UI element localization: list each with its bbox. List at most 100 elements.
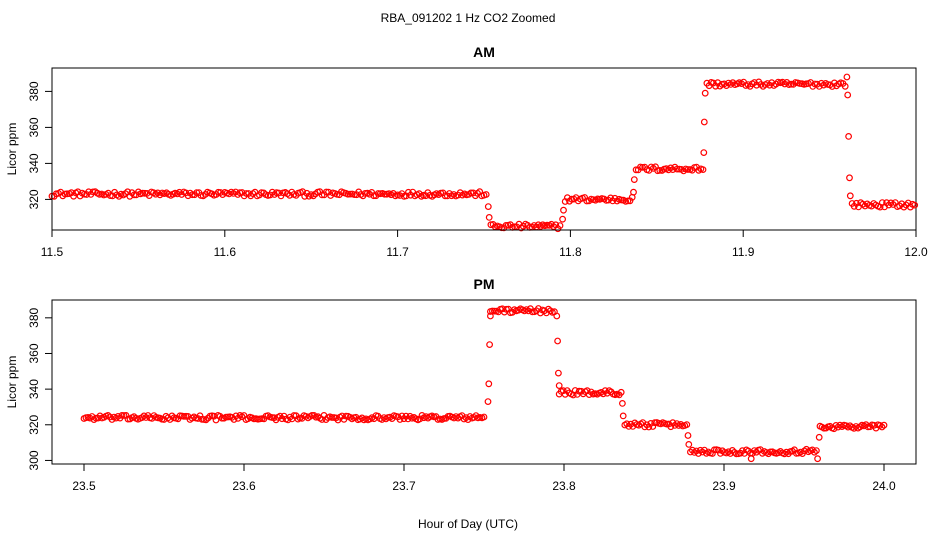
am-data-point	[568, 195, 576, 203]
am-data-point	[911, 201, 919, 209]
pm-data-point	[230, 416, 238, 423]
pm-data-point	[791, 446, 798, 454]
am-transition-point	[701, 89, 709, 97]
am-transition-point	[845, 132, 852, 140]
pm-data-point	[396, 416, 404, 423]
am-data-point	[325, 188, 332, 196]
pm-x-tick-label: 23.7	[392, 479, 416, 493]
am-plot-frame	[51, 67, 917, 231]
pm-data-point	[878, 423, 886, 431]
pm-data-point	[122, 412, 130, 419]
pm-transition-point	[685, 441, 693, 448]
pm-data-point	[641, 423, 649, 431]
pm-data-point	[559, 387, 567, 395]
am-y-tick-label: 340	[27, 153, 41, 173]
pm-transition-point	[487, 312, 494, 320]
am-data-point	[344, 190, 352, 198]
am-data-point	[322, 188, 330, 196]
pm-panel: PM Licor ppm 23.5 23.6 23.7 23.8 23.9 24.0 30…	[5, 276, 917, 493]
pm-y-tick-label: 320	[27, 414, 41, 434]
pm-transition-point	[486, 341, 494, 349]
am-panel-title: AM	[473, 44, 495, 60]
pm-transition-point	[485, 380, 493, 388]
pm-transition-point	[684, 432, 692, 439]
pm-data-point	[406, 412, 414, 420]
pm-transition-point	[553, 312, 561, 320]
am-data-point	[63, 190, 71, 198]
am-data-point	[796, 80, 804, 87]
pm-data-point	[813, 447, 820, 455]
am-data-point	[361, 189, 369, 197]
am-transition-point	[700, 149, 708, 157]
pm-plot-frame	[51, 299, 917, 465]
am-data-point	[556, 222, 564, 230]
pm-transition-point	[555, 369, 562, 377]
pm-data-point	[202, 416, 210, 424]
am-x-axis: 11.5 11.6 11.7 11.8 11.9 12.0	[41, 229, 928, 259]
pm-data-point	[166, 416, 174, 423]
am-data-point	[673, 165, 681, 173]
pm-data-point	[310, 412, 318, 419]
pm-data-point	[697, 446, 704, 454]
pm-transition-point	[554, 337, 561, 345]
am-data-point	[109, 192, 116, 200]
am-data-point	[684, 166, 692, 173]
am-transition-point	[484, 203, 492, 211]
am-y-tick-label: 320	[27, 189, 41, 209]
pm-data-point	[332, 414, 340, 422]
pm-data-points	[80, 305, 888, 463]
pm-transition-point	[814, 455, 821, 463]
am-data-point	[699, 166, 707, 174]
am-data-point	[581, 194, 589, 201]
am-transition-point	[843, 73, 851, 81]
am-data-point	[139, 189, 147, 197]
x-axis-label: Hour of Day (UTC)	[418, 517, 518, 531]
pm-transition-point	[619, 412, 627, 420]
figure-title: RBA_091202 1 Hz CO2 Zoomed	[381, 11, 556, 25]
am-y-tick-label: 380	[27, 81, 41, 101]
pm-data-point	[880, 421, 888, 429]
am-transition-point	[560, 206, 567, 214]
am-data-point	[712, 82, 719, 90]
pm-data-point	[709, 450, 716, 457]
am-transition-point	[630, 176, 638, 184]
am-transition-point	[630, 188, 637, 196]
pm-x-tick-label: 23.6	[232, 479, 256, 493]
am-y-axis: 320 340 360 380	[27, 81, 53, 209]
am-data-point	[885, 201, 893, 209]
am-transition-point	[559, 215, 566, 223]
pm-data-point	[378, 416, 386, 423]
pm-data-point	[270, 414, 278, 422]
pm-data-point	[587, 388, 595, 396]
am-data-point	[502, 221, 510, 229]
am-y-axis-label: Licor ppm	[5, 123, 19, 176]
pm-y-tick-label: 340	[27, 379, 41, 399]
pm-y-tick-label: 380	[27, 307, 41, 327]
am-x-tick-label: 11.8	[559, 245, 582, 259]
am-x-tick-label: 11.9	[732, 245, 755, 259]
pm-transition-point	[619, 400, 626, 407]
pm-data-point	[416, 415, 424, 423]
am-data-point	[656, 166, 664, 174]
pm-y-axis: 300 320 340 360 380	[27, 307, 53, 470]
pm-data-point	[480, 413, 488, 421]
am-data-point	[89, 188, 97, 196]
pm-data-point	[729, 447, 736, 454]
pm-x-tick-label: 23.5	[72, 479, 96, 493]
pm-y-axis-label: Licor ppm	[5, 356, 19, 409]
am-data-point	[482, 191, 490, 198]
pm-data-point	[850, 424, 858, 432]
am-data-point	[115, 192, 123, 200]
am-x-tick-label: 11.6	[214, 245, 237, 259]
pm-transition-point	[815, 433, 823, 441]
am-data-point	[236, 189, 244, 197]
pm-data-point	[358, 414, 366, 422]
pm-x-axis: 23.5 23.6 23.7 23.8 23.9 24.0	[72, 463, 896, 493]
am-x-tick-label: 12.0	[904, 245, 928, 259]
am-x-tick-label: 11.7	[386, 245, 409, 259]
pm-data-point	[673, 420, 681, 428]
am-data-point	[238, 189, 246, 196]
am-panel: AM Licor ppm 11.5 11.6 11.7 11.8 11.9 12.0 32…	[5, 44, 928, 259]
pm-data-point	[834, 423, 842, 431]
